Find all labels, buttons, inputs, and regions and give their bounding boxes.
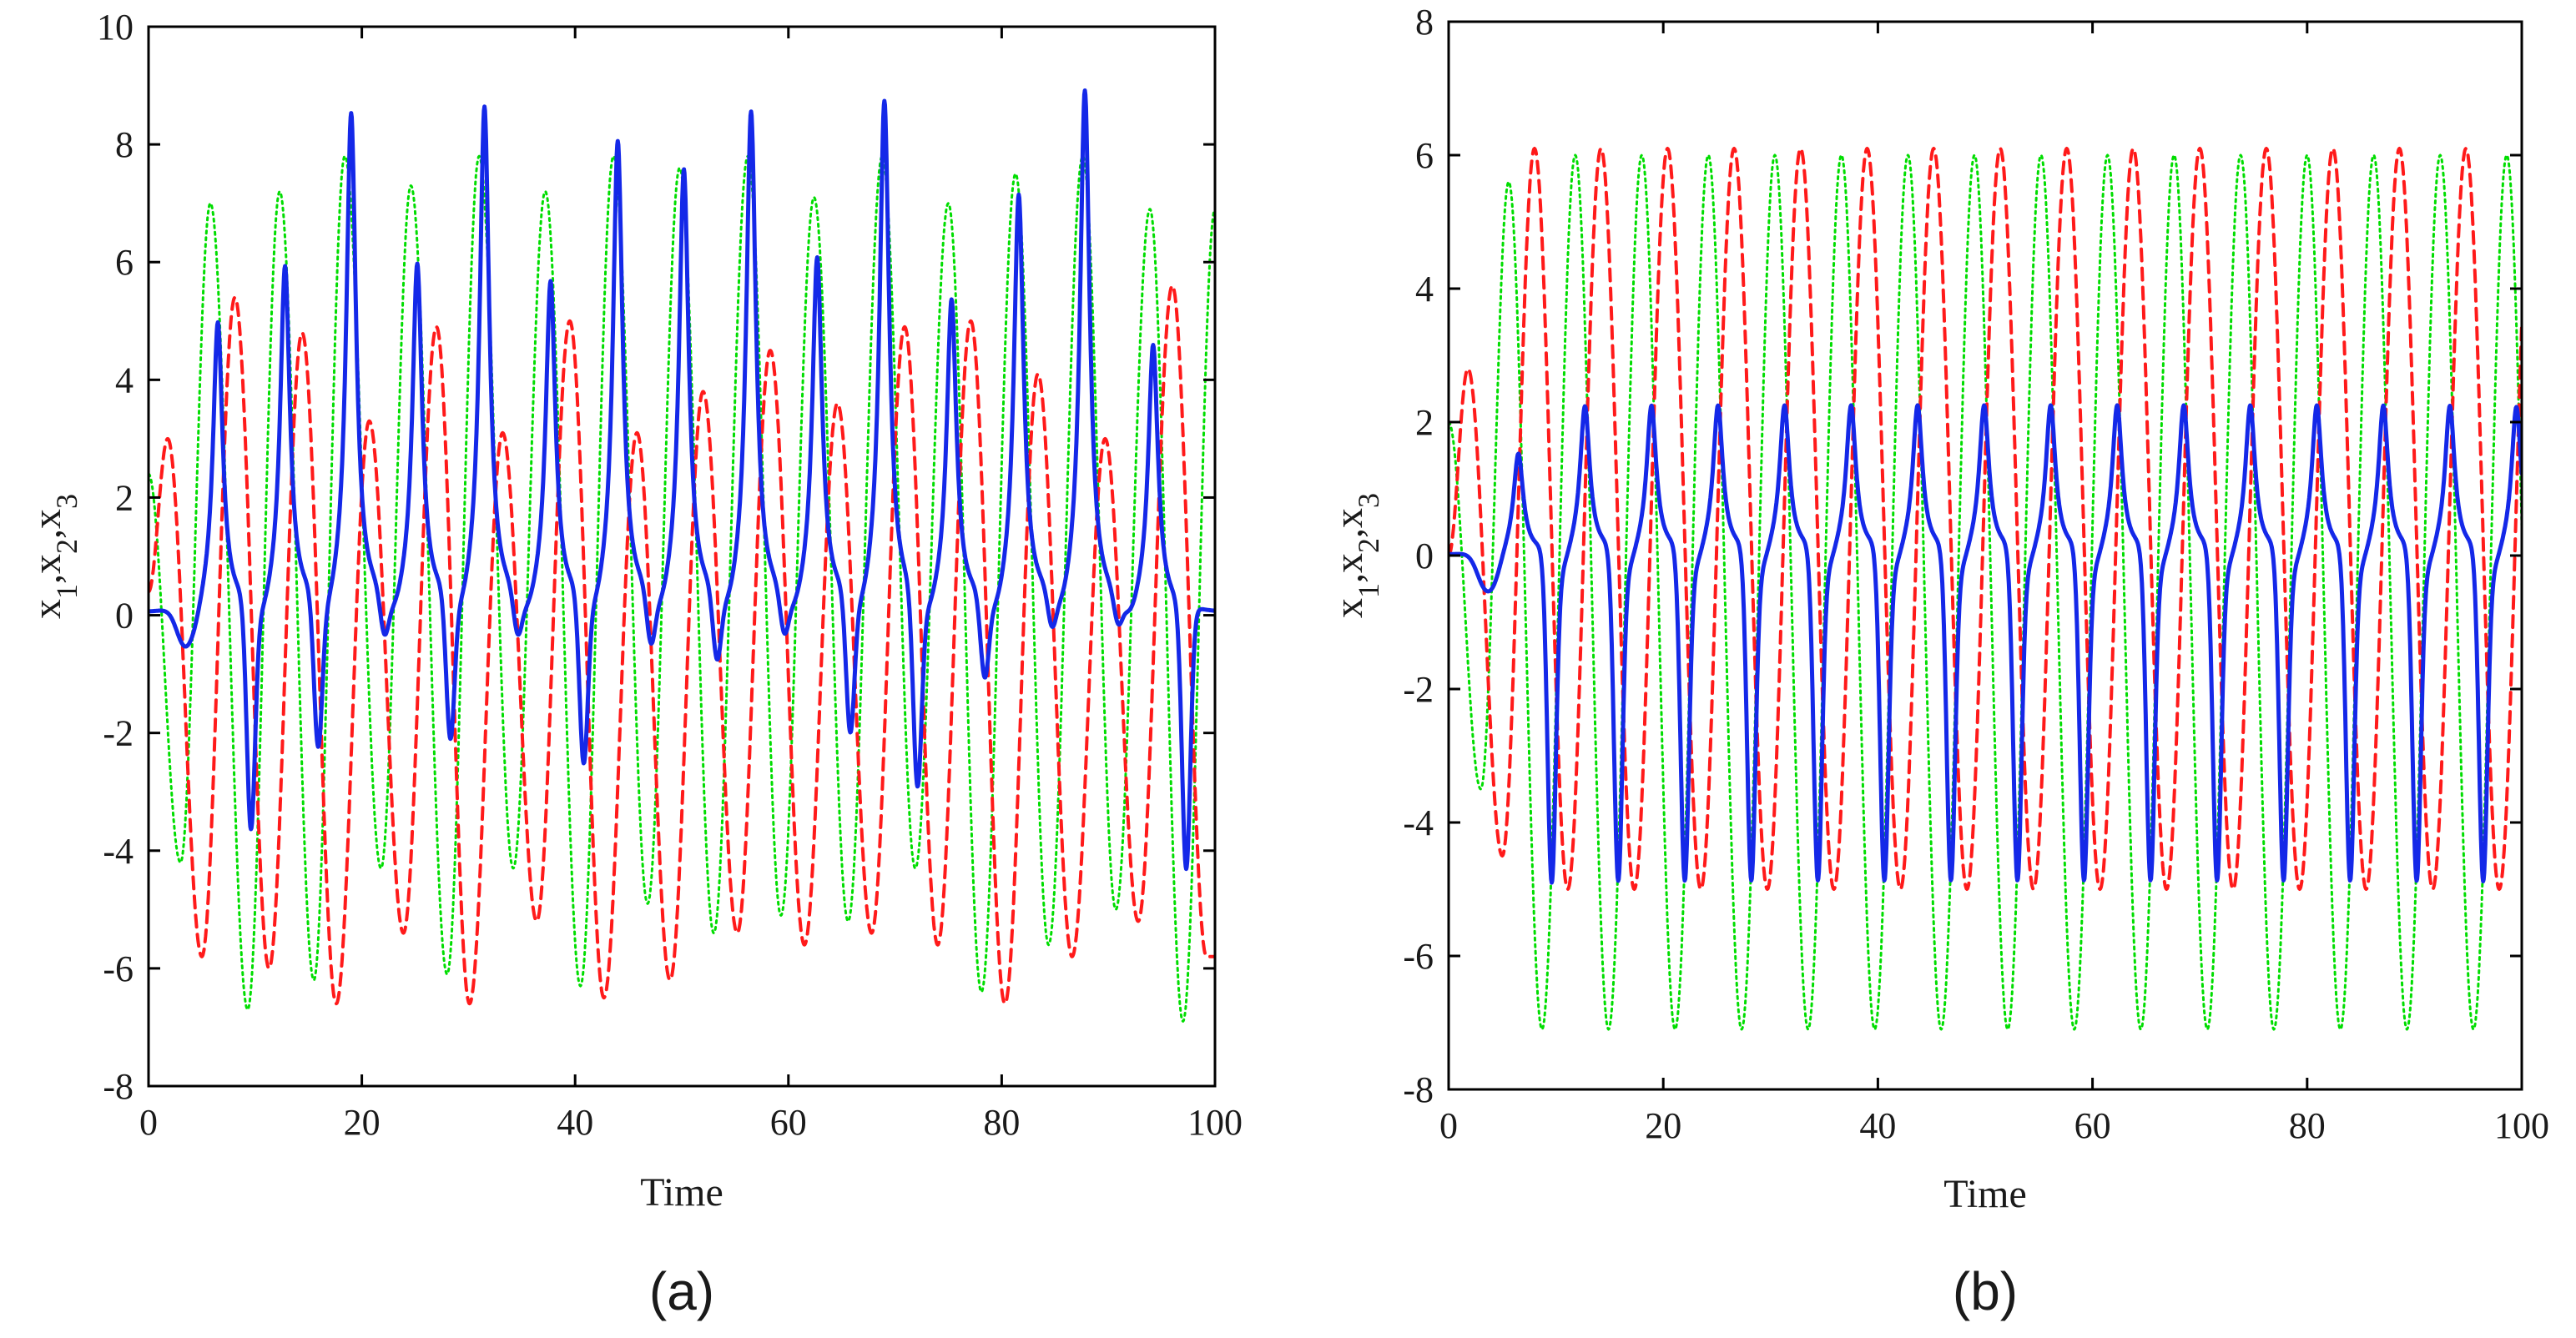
x-tick-label: 100 — [1187, 1102, 1243, 1143]
plot-frame — [147, 25, 1217, 1088]
ticks-group: 0 20 40 60 80 100 -8 -6 -4 -2 0 2 4 6 8 10 — [97, 7, 1243, 1143]
y-tick-label: -6 — [103, 948, 134, 989]
y-tick-label: 4 — [115, 360, 134, 400]
panel-label: (b) — [1953, 1261, 2018, 1321]
x-tick-label: 80 — [983, 1102, 1020, 1143]
y-tick-label: -8 — [1403, 1069, 1434, 1110]
chart-panel-a: 0 20 40 60 80 100 -8 -6 -4 -2 0 2 4 6 8 10 Time x1,x2,x… — [25, 7, 1243, 1321]
y-tick-label: -8 — [103, 1066, 134, 1107]
y-tick-label: 8 — [115, 124, 134, 165]
y-tick-label: -2 — [1403, 669, 1434, 710]
y-tick-label: 0 — [1415, 536, 1434, 576]
y-tick-label: 2 — [115, 477, 134, 518]
y-tick-label: 6 — [1415, 135, 1434, 176]
y-tick-label: -4 — [1403, 802, 1434, 843]
x-tick-label: 100 — [2494, 1105, 2549, 1146]
x-axis-title: Time — [640, 1170, 723, 1215]
x-tick-label: 0 — [139, 1102, 158, 1143]
y-tick-label: 0 — [115, 596, 134, 636]
y-tick-label: 10 — [97, 7, 134, 48]
panel-label: (a) — [649, 1261, 714, 1321]
series-line-x1 — [1449, 153, 2522, 1031]
x-tick-label: 40 — [557, 1102, 593, 1143]
y-tick-label: 6 — [115, 242, 134, 283]
x-tick-label: 20 — [1645, 1105, 1681, 1146]
x-tick-label: 40 — [1859, 1105, 1896, 1146]
series-line-x3 — [149, 88, 1215, 872]
x-axis-title: Time — [1943, 1172, 2027, 1216]
y-tick-label: -4 — [103, 831, 134, 872]
y-axis-title: x1,x2,x3 — [25, 494, 83, 619]
series-line-x2 — [1449, 147, 2522, 891]
x-tick-label: 20 — [344, 1102, 381, 1143]
y-tick-label: -2 — [103, 713, 134, 754]
y-tick-label: -6 — [1403, 936, 1434, 977]
series-group — [1449, 147, 2522, 1031]
x-tick-label: 80 — [2289, 1105, 2326, 1146]
series-line-x2 — [149, 284, 1215, 1006]
series-line-x3 — [1449, 403, 2522, 885]
x-tick-label: 60 — [2074, 1105, 2111, 1146]
series-group — [149, 88, 1215, 1023]
y-tick-label: 2 — [1415, 402, 1434, 443]
y-tick-label: 4 — [1415, 269, 1434, 309]
series-line-x1 — [149, 154, 1215, 1023]
y-axis-title: x1,x2,x3 — [1327, 493, 1385, 618]
ticks-group: 0 20 40 60 80 100 -8 -6 -4 -2 0 2 4 6 8 — [1403, 2, 2549, 1146]
x-tick-label: 60 — [770, 1102, 807, 1143]
x-tick-label: 0 — [1439, 1105, 1458, 1146]
y-tick-label: 8 — [1415, 2, 1434, 43]
